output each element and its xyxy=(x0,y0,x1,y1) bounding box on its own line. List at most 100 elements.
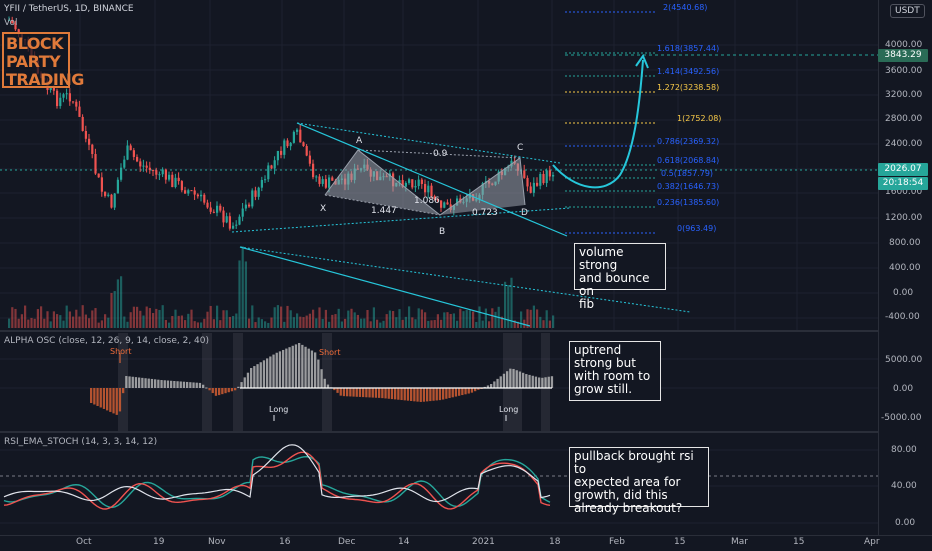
osc-bar xyxy=(144,378,147,388)
candle-body xyxy=(120,167,123,180)
time-axis[interactable]: Oct 19 Nov 16 Dec 14 2021 18 Feb 15 Mar … xyxy=(0,535,932,551)
volume-bar xyxy=(120,276,123,328)
volume-bar xyxy=(545,310,548,328)
logo-line: BLOCK xyxy=(6,34,64,53)
volume-bar xyxy=(388,310,391,328)
volume-bar xyxy=(472,311,475,328)
osc-axis-label: -5000.00 xyxy=(881,413,922,423)
candle-body xyxy=(286,140,289,147)
candle-body xyxy=(84,131,87,139)
annotation-note-volume[interactable]: volume strong and bounce on fib xyxy=(574,243,666,311)
candle-body xyxy=(232,225,235,229)
rsi-axis-label: 0.00 xyxy=(895,518,916,528)
rsi-stoch-chart[interactable] xyxy=(0,434,878,535)
candle-body xyxy=(264,179,267,181)
osc-bar xyxy=(109,388,112,412)
candle-body xyxy=(216,205,219,213)
pane-separator[interactable] xyxy=(0,330,932,332)
osc-bar xyxy=(518,371,522,388)
alpha-osc-chart[interactable] xyxy=(0,333,878,431)
volume-bar xyxy=(219,320,222,328)
volume-bar xyxy=(168,322,171,328)
rsi-title[interactable]: RSI_EMA_STOCH (14, 3, 3, 14, 12) xyxy=(4,437,158,447)
price-chart-pane[interactable]: YFII / TetherUS, 1D, BINANCE Vol BLOCK P… xyxy=(0,0,878,330)
candle-body xyxy=(187,190,190,194)
time-axis-label: 16 xyxy=(279,537,291,547)
candle-body xyxy=(14,23,17,30)
candle-body xyxy=(539,174,542,186)
volume-bar xyxy=(8,318,11,328)
symbol-info[interactable]: YFII / TetherUS, 1D, BINANCE xyxy=(4,4,134,14)
volume-bar xyxy=(193,321,196,328)
volume-bar xyxy=(456,320,459,328)
osc-bar xyxy=(442,388,445,400)
volume-bar xyxy=(353,312,356,328)
osc-bar xyxy=(131,376,134,388)
osc-bar xyxy=(189,382,192,388)
volume-bar xyxy=(200,322,203,328)
note-line: uptrend xyxy=(574,343,622,357)
candle-body xyxy=(548,170,551,177)
time-axis-label: 15 xyxy=(793,537,805,547)
candle-body xyxy=(270,165,273,169)
volume-trend-line xyxy=(239,246,531,327)
osc-bar xyxy=(294,344,298,388)
osc-bar xyxy=(477,388,480,390)
candle-body xyxy=(139,161,142,167)
volume-bar xyxy=(254,322,257,328)
osc-bar xyxy=(282,349,285,388)
candle-body xyxy=(238,216,241,225)
price-chart[interactable] xyxy=(0,0,878,330)
osc-bar xyxy=(464,388,467,395)
volume-bar xyxy=(513,320,516,328)
candle-body xyxy=(161,169,164,175)
osc-axis-label: 5000.00 xyxy=(885,355,923,365)
candle-body xyxy=(126,145,129,160)
pane-separator[interactable] xyxy=(0,431,932,433)
osc-bar xyxy=(502,373,506,388)
osc-bar xyxy=(192,382,195,388)
volume-bar xyxy=(427,320,430,328)
candle-body xyxy=(324,179,327,188)
candle-body xyxy=(17,29,20,35)
osc-bar xyxy=(525,374,528,388)
volume-bar xyxy=(100,320,103,328)
candle-body xyxy=(110,194,113,208)
osc-title[interactable]: ALPHA OSC (close, 12, 26, 9, 14, close, … xyxy=(4,336,210,346)
price-axis[interactable]: 4000.00 3600.00 3200.00 2800.00 2400.00 … xyxy=(878,0,932,535)
volume-bar xyxy=(302,317,305,328)
candle-body xyxy=(440,200,443,208)
rsi-stoch-pane[interactable]: RSI_EMA_STOCH (14, 3, 3, 14, 12) pullbac… xyxy=(0,434,878,535)
candle-body xyxy=(398,180,401,183)
volume-bar xyxy=(376,319,379,328)
candle-body xyxy=(136,156,139,162)
volume-bar xyxy=(184,320,187,328)
annotation-note-osc[interactable]: uptrend strong but with room to grow sti… xyxy=(569,341,661,401)
annotation-note-rsi[interactable]: pullback brought rsi to expected area fo… xyxy=(569,447,709,515)
stoch-d-line xyxy=(3,451,551,510)
volume-bar xyxy=(382,320,385,328)
volume-bar xyxy=(94,308,97,328)
osc-bar xyxy=(438,388,442,401)
volume-bar xyxy=(539,316,542,328)
fib-level-label: 0(963.49) xyxy=(677,224,717,233)
volume-bar xyxy=(532,305,535,328)
volume-bar xyxy=(91,310,94,328)
currency-badge[interactable]: USDT xyxy=(890,4,925,18)
price-axis-label: 4000.00 xyxy=(885,40,923,50)
osc-bar xyxy=(528,374,531,388)
candle-body xyxy=(206,202,209,208)
osc-bar xyxy=(454,388,458,397)
volume-bar xyxy=(113,291,116,328)
osc-bar xyxy=(163,380,166,388)
osc-signal-short: Short xyxy=(319,348,341,357)
osc-bar xyxy=(173,380,176,388)
osc-bar xyxy=(246,372,250,388)
candle-body xyxy=(251,190,254,207)
osc-bar xyxy=(352,388,355,397)
volume-bar xyxy=(292,317,295,328)
alpha-osc-pane[interactable]: ALPHA OSC (close, 12, 26, 9, 14, close, … xyxy=(0,333,878,431)
osc-bar xyxy=(202,384,205,388)
signal-zone xyxy=(322,333,332,431)
candle-body xyxy=(222,210,225,223)
